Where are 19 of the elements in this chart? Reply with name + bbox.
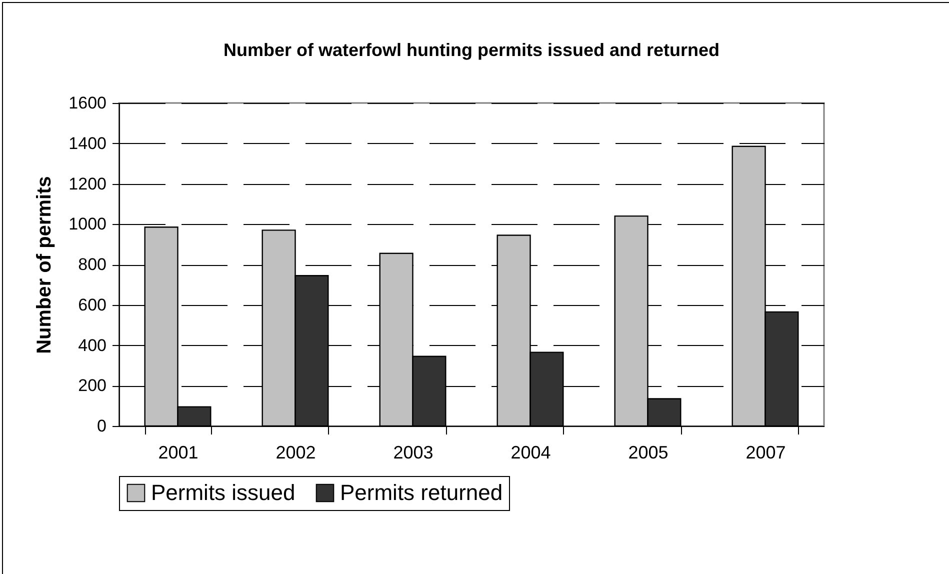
y-tick-label: 600 [78, 295, 106, 314]
x-tick-label: 2004 [510, 442, 551, 462]
y-tick-label: 400 [78, 336, 106, 355]
y-tick-label: 0 [97, 416, 106, 436]
y-tick-label: 1600 [68, 94, 106, 112]
legend-label: Permits issued [151, 480, 296, 505]
x-tick-label: 2002 [276, 442, 316, 462]
y-tick-label: 1400 [68, 134, 106, 153]
x-tick-label: 2005 [628, 442, 668, 462]
x-tick-label: 2003 [393, 442, 434, 462]
x-tick-label: 2007 [746, 442, 786, 462]
y-tick-label: 1200 [68, 174, 106, 194]
y-axis-title: Number of permits [34, 176, 56, 354]
x-tick-label: 2001 [158, 442, 198, 462]
chart-title: Number of waterfowl hunting permits issued and returned [223, 40, 720, 60]
y-tick-label: 1000 [68, 214, 106, 234]
y-tick-label: 200 [78, 376, 106, 396]
legend-label: Permits returned [340, 480, 503, 505]
y-tick-label: 800 [78, 255, 106, 274]
